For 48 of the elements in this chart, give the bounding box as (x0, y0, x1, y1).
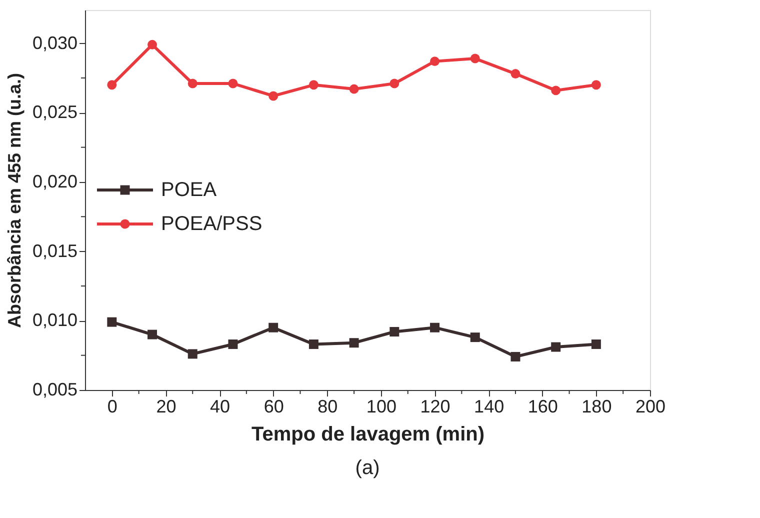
y-tick-label: 0,030 (32, 32, 78, 53)
point (188, 349, 198, 359)
point (390, 327, 400, 336)
point (390, 78, 400, 88)
x-tick-label: 200 (635, 396, 666, 416)
y-tick-label: 0,005 (32, 380, 78, 400)
point (591, 339, 601, 349)
point (470, 54, 480, 64)
point (430, 56, 440, 66)
point (228, 78, 238, 88)
point (308, 80, 318, 90)
point (228, 339, 238, 349)
point (349, 84, 359, 94)
y-axis-title: Absorbância em 455 nm (u.a.) (4, 72, 24, 328)
x-tick-label: 160 (528, 396, 558, 416)
x-tick-label: 0 (107, 396, 118, 416)
legend-label: POEA/PSS (161, 213, 262, 235)
text: (a) (355, 457, 380, 479)
point (551, 342, 561, 352)
x-tick-label: 20 (156, 396, 176, 416)
point (510, 69, 520, 79)
point (510, 352, 520, 362)
y-tick-label: 0,010 (32, 310, 78, 330)
x-axis-title: Tempo de lavagem (min) (251, 424, 485, 446)
point (148, 330, 158, 340)
point (470, 332, 480, 342)
point (349, 338, 359, 348)
point (591, 80, 601, 90)
point (148, 40, 158, 50)
point (107, 317, 117, 327)
y-tick-label: 0,015 (32, 240, 78, 261)
y-tick-label: 0,020 (32, 171, 78, 192)
x-tick-label: 140 (474, 396, 504, 416)
x-tick-label: 80 (318, 396, 338, 416)
point (188, 78, 198, 88)
point (268, 91, 278, 101)
legend-label: POEA (161, 179, 218, 201)
x-tick-label: 40 (210, 396, 230, 416)
point (551, 86, 561, 96)
x-tick-label: 100 (366, 396, 396, 416)
point (430, 322, 440, 332)
x-tick-label: 180 (582, 396, 612, 416)
point (308, 339, 318, 349)
point (268, 322, 278, 332)
x-tick-label: 120 (420, 396, 450, 416)
x-tick-label: 60 (264, 396, 284, 416)
y-tick-label: 0,025 (32, 102, 78, 122)
point (107, 80, 117, 90)
